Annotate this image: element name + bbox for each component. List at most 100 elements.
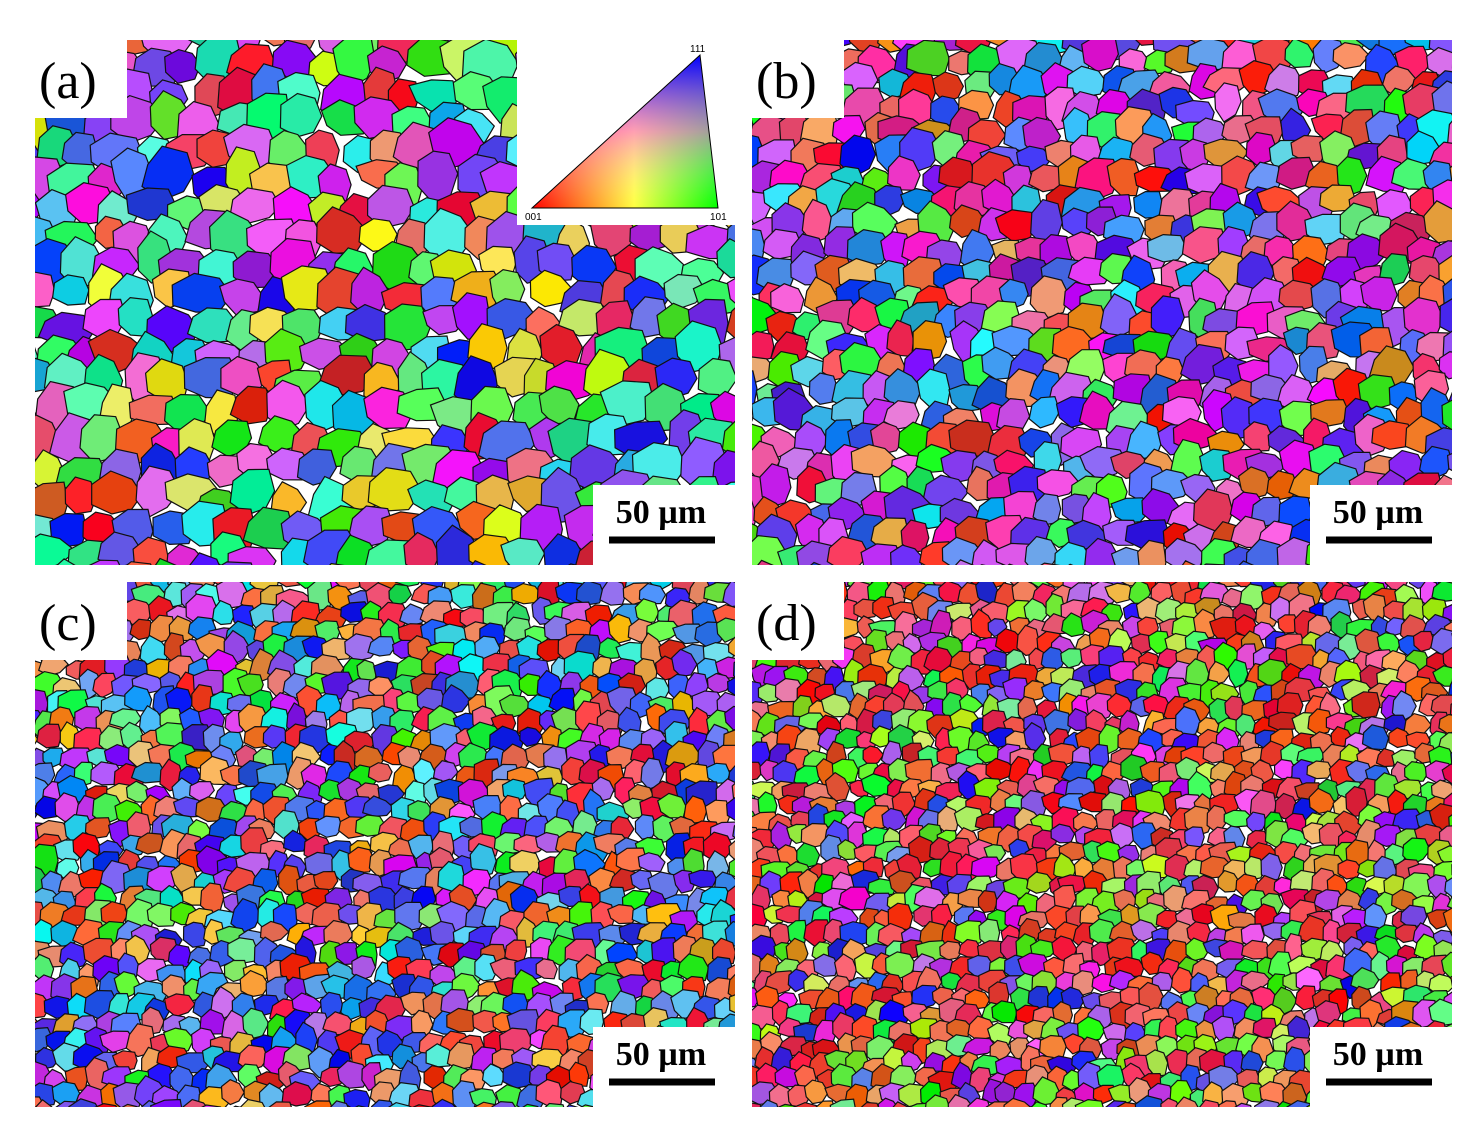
grain bbox=[500, 537, 546, 565]
grain bbox=[398, 0, 448, 25]
grain bbox=[1451, 863, 1452, 876]
grain bbox=[1254, 0, 1287, 33]
grain bbox=[0, 777, 26, 808]
grain bbox=[4, 604, 24, 626]
grain bbox=[752, 296, 779, 336]
grain bbox=[229, 385, 273, 425]
grain bbox=[750, 0, 796, 25]
grain bbox=[889, 544, 926, 565]
grain bbox=[468, 1087, 498, 1107]
grain bbox=[1028, 395, 1061, 429]
grain bbox=[728, 840, 735, 861]
grain bbox=[815, 1100, 835, 1107]
grain bbox=[1446, 120, 1452, 149]
grain bbox=[156, 0, 214, 28]
grain bbox=[1260, 852, 1283, 883]
grain bbox=[967, 1097, 991, 1107]
grain bbox=[1451, 632, 1452, 637]
grain bbox=[211, 599, 236, 626]
grain bbox=[329, 1100, 349, 1107]
grain bbox=[799, 0, 836, 29]
grain bbox=[336, 0, 381, 30]
grain bbox=[229, 187, 282, 224]
grain bbox=[1439, 298, 1452, 334]
grain bbox=[1031, 0, 1061, 26]
grain bbox=[812, 953, 839, 977]
grain bbox=[1237, 466, 1273, 500]
grain bbox=[149, 1098, 183, 1107]
grain bbox=[262, 0, 312, 22]
grain bbox=[728, 858, 735, 878]
grain bbox=[860, 1101, 880, 1107]
grain bbox=[1134, 1095, 1165, 1107]
grain bbox=[726, 677, 735, 696]
legend-label: 111 bbox=[690, 44, 706, 55]
grain bbox=[0, 165, 27, 197]
grain bbox=[706, 672, 733, 695]
grain bbox=[268, 1101, 292, 1107]
grain bbox=[1451, 63, 1452, 69]
grain bbox=[688, 869, 718, 889]
grain bbox=[1458, 939, 1480, 959]
grain bbox=[1241, 1082, 1264, 1103]
grain bbox=[726, 277, 735, 304]
grain bbox=[1309, 398, 1350, 428]
grain bbox=[679, 0, 729, 36]
grain bbox=[1137, 539, 1167, 565]
grain bbox=[741, 0, 783, 26]
grain bbox=[647, 1104, 666, 1107]
grain bbox=[329, 562, 345, 565]
grain bbox=[412, 1104, 433, 1107]
grain bbox=[65, 0, 103, 31]
grain bbox=[1007, 563, 1014, 565]
grain bbox=[1060, 986, 1086, 1010]
grain bbox=[877, 1097, 899, 1107]
grain bbox=[1446, 452, 1452, 472]
grain bbox=[35, 411, 37, 417]
grain bbox=[792, 1101, 820, 1107]
label-box bbox=[35, 582, 127, 660]
grain bbox=[1133, 190, 1164, 219]
grain bbox=[1290, 134, 1328, 162]
grain bbox=[1277, 614, 1300, 634]
grain bbox=[306, 0, 342, 21]
grain bbox=[446, 1007, 479, 1033]
grain bbox=[35, 271, 56, 308]
grain bbox=[35, 591, 38, 606]
grain bbox=[1234, 1102, 1252, 1107]
grain bbox=[35, 843, 59, 877]
grain bbox=[64, 476, 98, 515]
grain bbox=[757, 559, 774, 565]
grain bbox=[125, 561, 152, 565]
grain bbox=[543, 533, 587, 565]
grain bbox=[734, 950, 735, 960]
grain bbox=[1107, 0, 1145, 21]
grain bbox=[201, 1104, 222, 1107]
grain bbox=[394, 582, 421, 587]
panel-label: (b) bbox=[756, 53, 817, 110]
grain bbox=[4, 869, 28, 897]
grain bbox=[1451, 0, 1480, 34]
grain bbox=[36, 723, 63, 749]
grain bbox=[759, 463, 792, 507]
grain bbox=[474, 953, 499, 982]
scale-bar-box bbox=[1310, 1027, 1452, 1107]
grain bbox=[182, 1098, 208, 1107]
grain bbox=[1076, 1015, 1106, 1042]
grain bbox=[36, 0, 83, 26]
grain bbox=[567, 563, 578, 565]
grain bbox=[1451, 829, 1452, 831]
grain bbox=[915, 0, 952, 32]
grain bbox=[0, 0, 43, 25]
grain bbox=[491, 1100, 517, 1107]
grain bbox=[752, 868, 755, 877]
grain bbox=[991, 1000, 1018, 1024]
grain bbox=[321, 637, 353, 661]
grain bbox=[669, 1103, 685, 1107]
grain bbox=[643, 0, 689, 27]
grain bbox=[56, 558, 76, 565]
grain-map bbox=[0, 582, 735, 1107]
grain bbox=[529, 269, 574, 308]
grain bbox=[1195, 0, 1226, 32]
grain bbox=[1388, 727, 1412, 749]
